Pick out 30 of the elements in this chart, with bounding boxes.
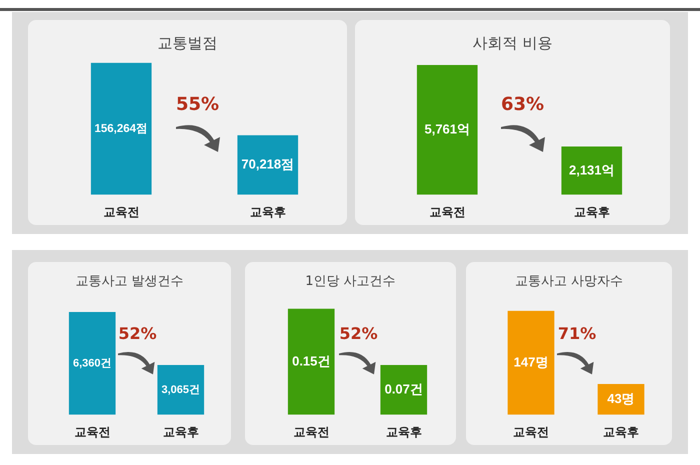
x-tick-label: 교육전 — [74, 424, 110, 439]
x-tick-label: 교육전 — [429, 204, 466, 219]
chart-title: 사회적 비용 — [472, 34, 554, 53]
x-tick-label: 교육후 — [386, 424, 422, 439]
x-tick-label: 교육후 — [162, 424, 199, 439]
x-tick-label: 교육후 — [250, 204, 286, 219]
chart-title: 교통사고 사망자수 — [514, 273, 624, 290]
annotation: 52% — [338, 324, 379, 343]
data-label: 2,131억 — [568, 162, 615, 178]
annotation: 55% — [174, 94, 220, 115]
data-label: 156,264점 — [94, 122, 148, 136]
data-label: 0.15건 — [292, 353, 330, 368]
chart-title: 교통사고 발생건수 — [74, 273, 185, 290]
x-tick-label: 교육후 — [603, 424, 639, 439]
data-label: 5,761억 — [424, 122, 470, 137]
chart-title: 교통벌점 — [156, 34, 218, 53]
data-label: 70,218점 — [241, 156, 294, 172]
data-label: 0.07건 — [384, 382, 423, 397]
data-label: 43명 — [607, 391, 635, 406]
x-tick-label: 교육전 — [103, 204, 140, 219]
x-tick-label: 교육전 — [513, 424, 549, 439]
annotation: 52% — [117, 324, 158, 343]
x-tick-label: 교육후 — [574, 204, 610, 219]
data-label: 147명 — [514, 354, 548, 370]
annotation: 63% — [500, 94, 546, 115]
annotation: 71% — [556, 324, 598, 343]
data-label: 3,065건 — [161, 384, 200, 396]
x-tick-label: 교육전 — [293, 424, 330, 439]
data-label: 6,360건 — [72, 357, 112, 370]
chart-title: 1인당 사고건수 — [304, 273, 397, 290]
